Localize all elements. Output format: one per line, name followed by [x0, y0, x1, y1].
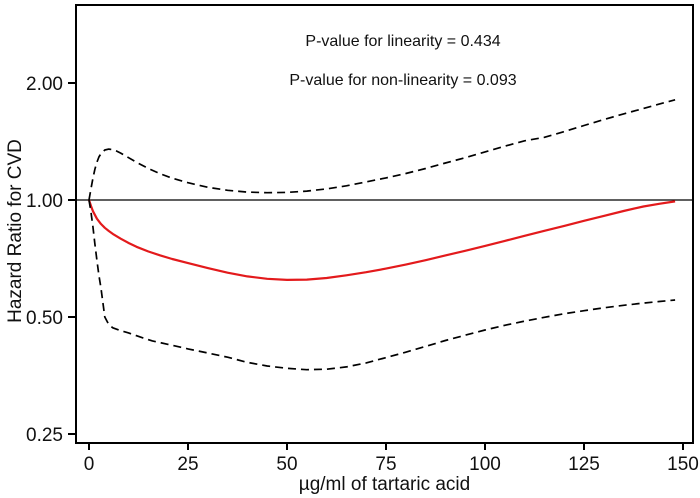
x-tick-label: 75 [375, 454, 396, 475]
x-tick-label: 0 [84, 454, 95, 475]
y-tick-label: 0.50 [26, 308, 63, 329]
plot-border [75, 4, 694, 444]
y-axis-title: Hazard Ratio for CVD [5, 139, 26, 323]
p-value-linearity-annotation: P-value for linearity = 0.434 [305, 33, 501, 50]
y-tick-label: 1.00 [26, 191, 63, 212]
y-tick-label: 0.25 [26, 425, 63, 446]
x-tick-label: 150 [667, 454, 699, 475]
p-value-non-linearity-annotation: P-value for non-linearity = 0.093 [289, 72, 517, 89]
upper-95-ci-line [88, 98, 676, 201]
y-tick-label: 2.00 [26, 74, 63, 95]
hazard-ratio-line [87, 199, 676, 281]
x-tick-label: 100 [469, 454, 501, 475]
x-tick-label: 25 [177, 454, 198, 475]
x-tick-label: 50 [276, 454, 297, 475]
lower-95-ci-line [88, 199, 676, 371]
x-tick-label: 125 [568, 454, 600, 475]
x-axis-title: µg/ml of tartaric acid [298, 474, 471, 495]
